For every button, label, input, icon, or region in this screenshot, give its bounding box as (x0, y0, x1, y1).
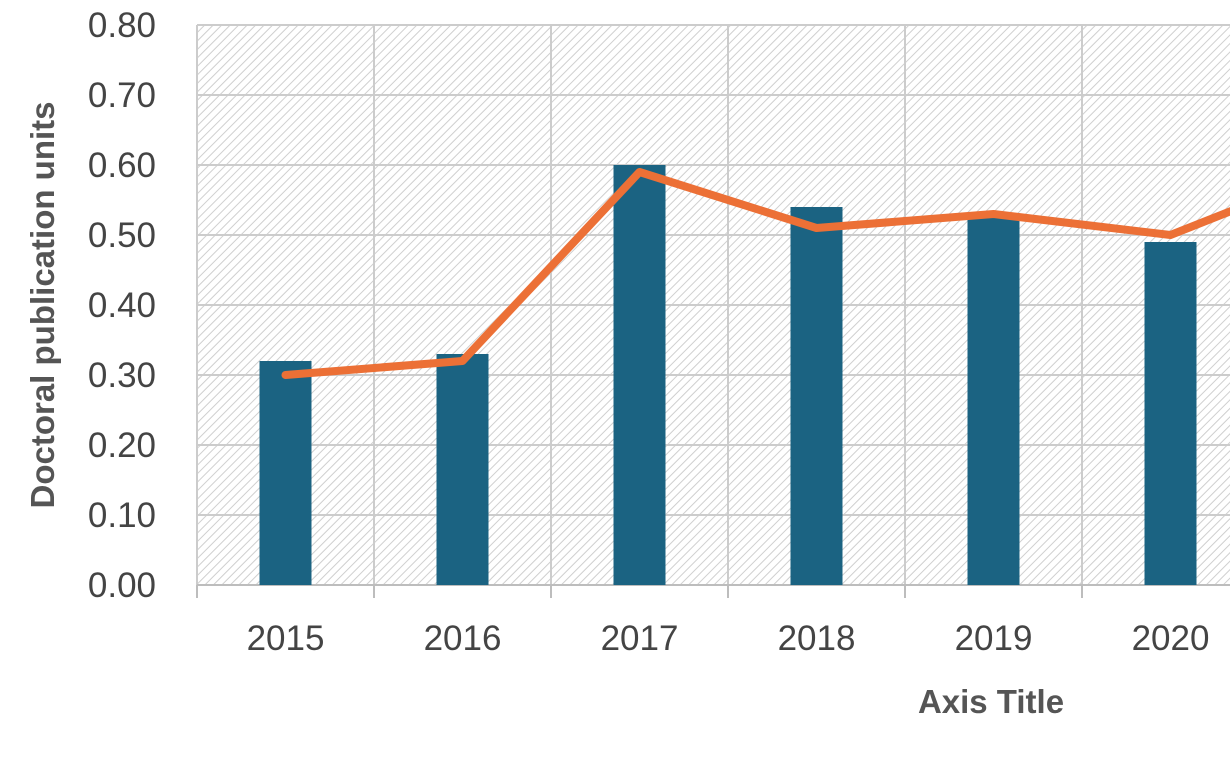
x-axis-title: Axis Title (918, 683, 1064, 720)
y-tick-label: 0.80 (88, 6, 156, 45)
bar (790, 207, 843, 585)
bar (436, 354, 489, 585)
y-tick-label: 0.70 (88, 76, 156, 115)
x-tick-label: 2019 (955, 619, 1033, 658)
y-axis-ticks: 0.00 0.10 0.20 0.30 0.40 0.50 0.60 0.70 0.80 (88, 6, 156, 605)
y-axis-title: Doctoral publication units (24, 101, 61, 508)
y-tick-label: 0.10 (88, 496, 156, 535)
bar-series (259, 165, 1197, 585)
bar (613, 165, 666, 585)
x-axis-ticks: 2015 2016 2017 2018 2019 2020 (196, 585, 1210, 658)
y-tick-label: 0.20 (88, 426, 156, 465)
x-tick-label: 2018 (778, 619, 856, 658)
y-tick-label: 0.00 (88, 566, 156, 605)
bar (967, 214, 1020, 585)
x-tick-label: 2016 (424, 619, 502, 658)
x-tick-label: 2017 (601, 619, 679, 658)
plot-area (196, 24, 1230, 586)
y-tick-label: 0.40 (88, 286, 156, 325)
line-series (281, 168, 1230, 379)
y-tick-label: 0.60 (88, 146, 156, 185)
bar (1144, 242, 1197, 585)
x-tick-label: 2020 (1132, 619, 1210, 658)
y-tick-label: 0.30 (88, 356, 156, 395)
y-tick-label: 0.50 (88, 216, 156, 255)
line (281, 168, 1230, 379)
x-tick-label: 2015 (247, 619, 325, 658)
bar (259, 361, 312, 585)
